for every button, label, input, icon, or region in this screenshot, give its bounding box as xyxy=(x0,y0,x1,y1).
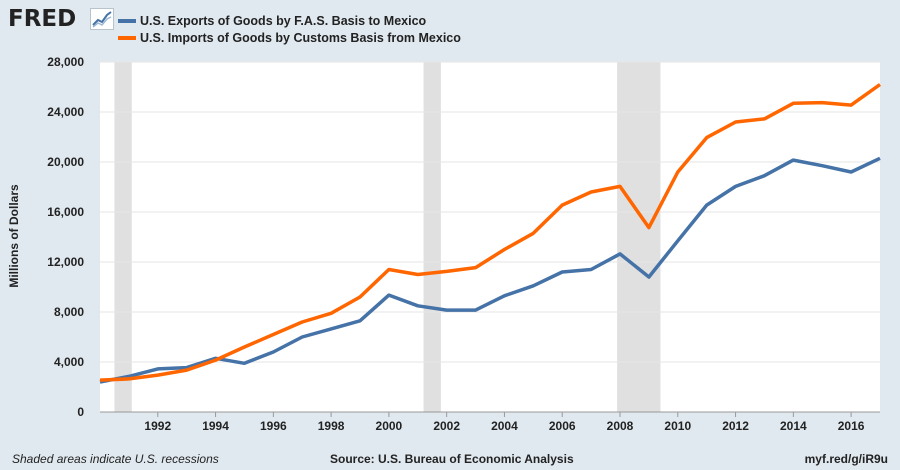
legend-item-exports[interactable]: U.S. Exports of Goods by F.A.S. Basis to… xyxy=(118,14,426,30)
recession-note: Shaded areas indicate U.S. recessions xyxy=(12,452,219,466)
legend-item-imports[interactable]: U.S. Imports of Goods by Customs Basis f… xyxy=(118,31,461,47)
source-note: Source: U.S. Bureau of Economic Analysis xyxy=(330,452,574,466)
recession-bands xyxy=(114,62,661,412)
x-tick-label: 2010 xyxy=(664,419,691,433)
legend-swatch-exports xyxy=(118,18,136,23)
x-tick-label: 1992 xyxy=(144,419,171,433)
recession-band xyxy=(114,62,132,412)
x-tick-label: 1998 xyxy=(318,419,345,433)
x-tick-label: 2004 xyxy=(491,419,518,433)
recession-band xyxy=(423,62,441,412)
legend-label-exports: U.S. Exports of Goods by F.A.S. Basis to… xyxy=(140,14,427,28)
legend-swatch-imports xyxy=(118,35,136,40)
y-tick-label: 12,000 xyxy=(47,255,84,269)
recession-band xyxy=(617,62,661,412)
series-lines xyxy=(99,83,882,384)
x-tick-label: 2008 xyxy=(607,419,634,433)
x-tick-label: 2002 xyxy=(433,419,460,433)
x-tick-label: 1996 xyxy=(260,419,287,433)
fred-logo[interactable]: FRED xyxy=(8,6,77,32)
axes: 0 4,000 8,000 12,000 16,000 20,000 24,000 28,00… xyxy=(47,55,880,433)
y-tick-label: 24,000 xyxy=(47,105,84,119)
y-tick-label: 16,000 xyxy=(47,205,84,219)
legend-label-imports: U.S. Imports of Goods by Customs Basis f… xyxy=(140,31,461,45)
y-tick-label: 0 xyxy=(77,405,84,419)
short-link[interactable]: myf.red/g/iR9u xyxy=(804,452,888,466)
x-tick-label: 2006 xyxy=(549,419,576,433)
imports-line xyxy=(99,83,882,382)
y-tick-label: 4,000 xyxy=(54,355,84,369)
line-chart: 0 4,000 8,000 12,000 16,000 20,000 24,000 28,00… xyxy=(47,55,882,433)
x-tick-label: 2016 xyxy=(838,419,865,433)
exports-line xyxy=(99,156,881,384)
line-chart-icon xyxy=(90,8,114,30)
y-tick-label: 28,000 xyxy=(47,55,84,69)
x-tick-label: 2014 xyxy=(780,419,807,433)
x-tick-label: 2000 xyxy=(376,419,403,433)
chart-header: FRED U.S. Exports of Goods by F.A.S. Bas… xyxy=(0,0,900,50)
y-tick-label: 8,000 xyxy=(54,305,84,319)
x-tick-label: 1994 xyxy=(202,419,229,433)
x-tick-label: 2012 xyxy=(722,419,749,433)
y-tick-label: 20,000 xyxy=(47,155,84,169)
